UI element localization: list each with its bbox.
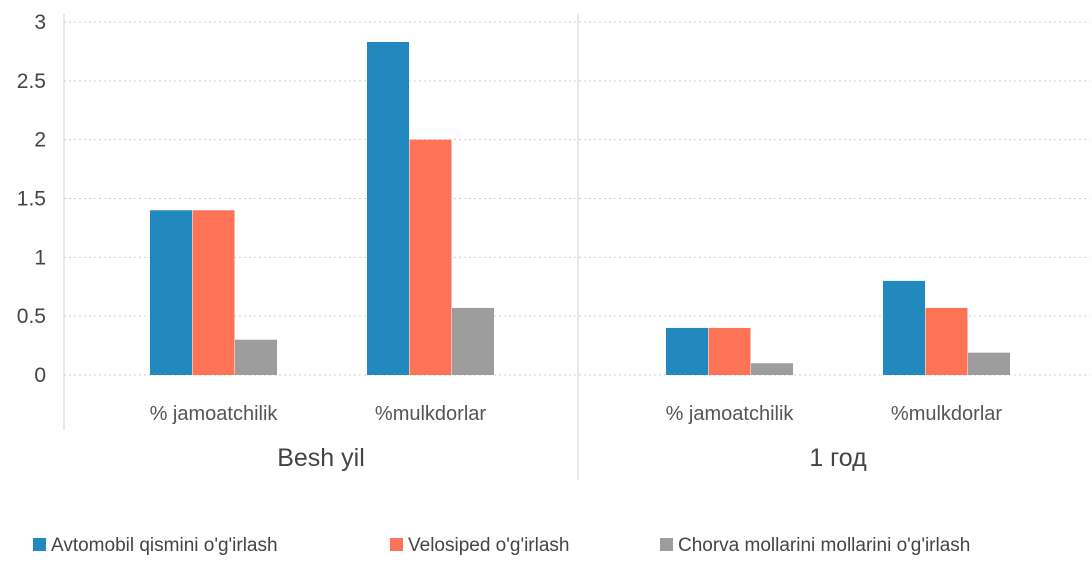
group-labels: Besh yil 1 год xyxy=(277,444,867,472)
category-label: % jamoatchilik xyxy=(150,403,279,425)
group-label: 1 год xyxy=(809,444,867,472)
y-tick-label: 2.5 xyxy=(17,70,46,93)
bar-1-2 xyxy=(708,327,751,375)
bar-2-0 xyxy=(235,339,277,375)
bar-2-1 xyxy=(452,307,494,375)
bar-1-0 xyxy=(192,210,235,375)
bar-0-2 xyxy=(666,327,708,375)
legend-item: Velosiped o'g'irlash xyxy=(390,535,569,556)
bar-2-2 xyxy=(751,363,793,375)
y-axis-ticks: 0 0.5 1 1.5 2 2.5 3 xyxy=(17,11,46,387)
y-tick-label: 3 xyxy=(34,11,46,34)
legend-item: Chorva mollarini mollarini o'g'irlash xyxy=(660,535,970,556)
legend-label: Velosiped o'g'irlash xyxy=(408,535,569,556)
y-tick-label: 0.5 xyxy=(17,305,46,328)
legend-item: Avtomobil qismini o'g'irlash xyxy=(33,535,278,556)
bar-0-1 xyxy=(367,42,409,376)
bar-2-3 xyxy=(968,352,1010,375)
group-label: Besh yil xyxy=(277,444,365,472)
legend: Avtomobil qismini o'g'irlash Velosiped o'… xyxy=(33,535,970,556)
y-tick-label: 2 xyxy=(34,129,46,152)
bar-1-3 xyxy=(925,307,968,375)
bar-0-3 xyxy=(883,280,925,375)
category-label: %mulkdorlar xyxy=(375,403,486,425)
legend-swatch xyxy=(660,538,673,551)
category-label: % jamoatchilik xyxy=(666,403,795,425)
y-tick-label: 0 xyxy=(34,364,46,387)
bar-1-1 xyxy=(409,139,452,375)
category-label: %mulkdorlar xyxy=(891,403,1002,425)
legend-swatch xyxy=(390,538,403,551)
bar-0-0 xyxy=(150,210,192,375)
bars xyxy=(150,42,1010,376)
category-labels: % jamoatchilik %mulkdorlar % jamoatchilik%… xyxy=(150,403,1003,425)
legend-swatch xyxy=(33,538,46,551)
y-tick-label: 1 xyxy=(34,246,46,269)
y-tick-label: 1.5 xyxy=(17,188,46,211)
legend-label: Avtomobil qismini o'g'irlash xyxy=(51,535,278,556)
legend-label: Chorva mollarini mollarini o'g'irlash xyxy=(678,535,970,556)
